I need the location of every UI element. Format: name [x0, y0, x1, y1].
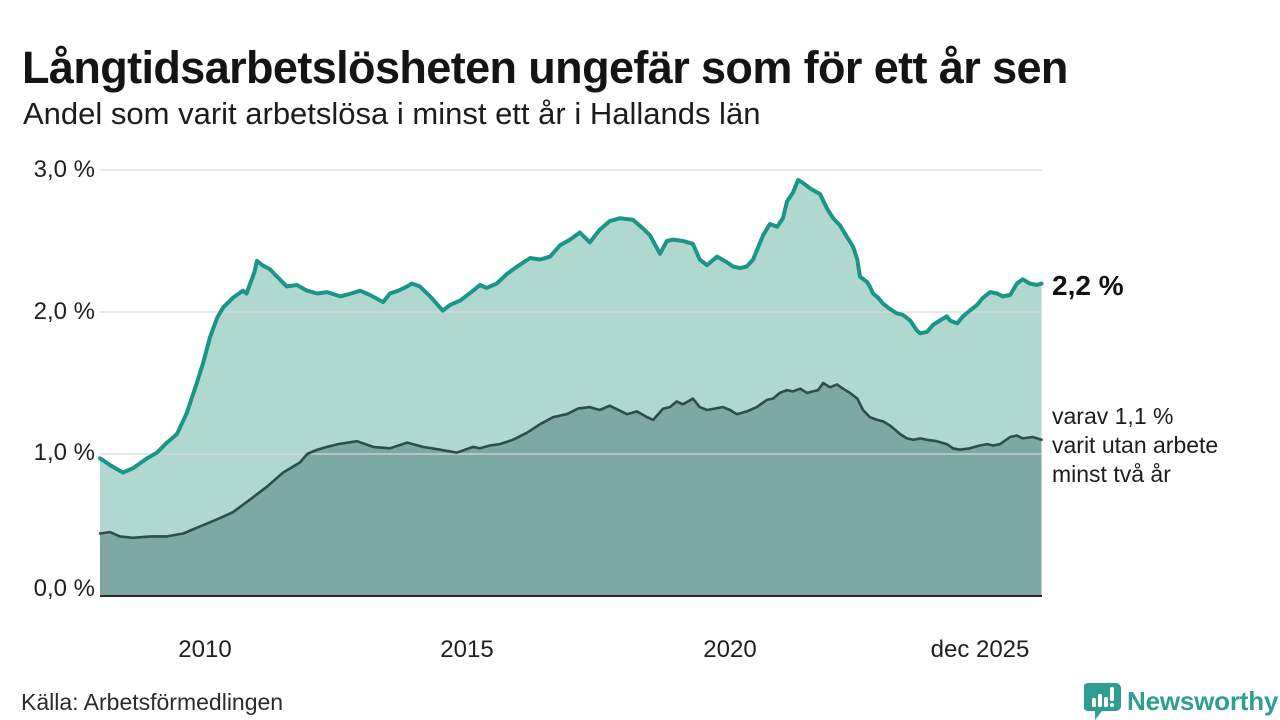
- annotation-line-3: minst två år: [1052, 461, 1171, 487]
- exclamation-stem: [1110, 687, 1114, 701]
- x-tick-2020: 2020: [703, 636, 757, 663]
- page-title: Långtidsarbetslösheten ungefär som för e…: [22, 42, 1068, 94]
- x-tick-2010: 2010: [178, 636, 232, 663]
- series-2-line: [98, 381, 1043, 540]
- bar-medium: [1098, 694, 1102, 707]
- y-tick-3: 3,0 %: [33, 156, 95, 183]
- x-tick-2015: 2015: [440, 636, 494, 663]
- x-tick-dec2025: dec 2025: [930, 636, 1030, 663]
- annotation-line-1: varav 1,1 %: [1052, 403, 1174, 429]
- series-2-area: [100, 383, 1042, 596]
- latest-value-label: 2,2 %: [1052, 270, 1124, 301]
- source-credit: Källa: Arbetsförmedlingen: [21, 689, 284, 715]
- newsworthy-wordmark: Newsworthy: [1127, 686, 1279, 716]
- exclamation-dot: [1109, 702, 1115, 708]
- bar-small: [1092, 698, 1096, 707]
- series-1-line: [98, 177, 1044, 475]
- chart-subtitle: Andel som varit arbetslösa i minst ett å…: [23, 96, 761, 131]
- y-tick-0: 0,0 %: [33, 575, 95, 602]
- series2-annotation: varav 1,1 % varit utan arbete minst två …: [1052, 402, 1218, 489]
- annotation-line-2: varit utan arbete: [1052, 432, 1219, 458]
- y-tick-1: 1,0 %: [33, 439, 95, 466]
- newsworthy-logo-icon: [1084, 683, 1121, 720]
- speech-bubble-shape: [1084, 683, 1121, 720]
- y-tick-2: 2,0 %: [33, 298, 95, 325]
- bar-short: [1104, 697, 1108, 707]
